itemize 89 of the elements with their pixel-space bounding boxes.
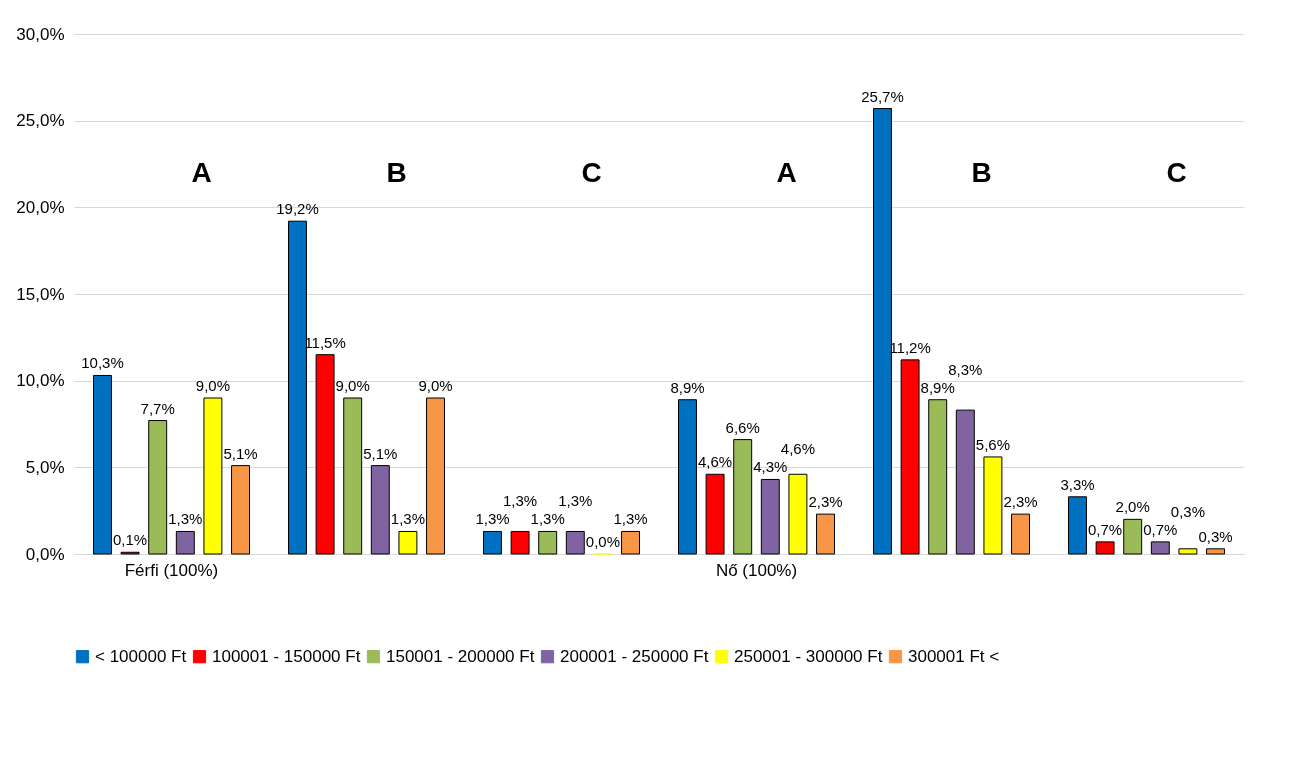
data-label: 4,6% <box>780 440 816 458</box>
data-label: 5,6% <box>975 435 1011 453</box>
data-label: 1,3% <box>502 492 538 510</box>
annotation: A <box>776 157 797 188</box>
legend-label: 150001 - 200000 Ft <box>386 646 535 666</box>
data-label: 5,1% <box>223 444 258 462</box>
data-label: 6,6% <box>725 418 760 436</box>
data-label: 1,3% <box>558 492 593 510</box>
data-label: 4,3% <box>753 458 788 476</box>
bar <box>955 409 975 555</box>
bar <box>1178 548 1198 555</box>
bar <box>900 359 920 555</box>
bar <box>873 108 892 555</box>
annotation: C <box>1166 157 1187 188</box>
data-label: 1,3% <box>613 510 648 528</box>
data-label: 1,3% <box>390 510 426 528</box>
data-label: 10,3% <box>81 354 124 372</box>
data-label: 4,6% <box>697 453 733 471</box>
data-label: 9,0% <box>195 377 231 394</box>
y-tick-label: 20,0% <box>16 197 65 217</box>
bar <box>733 439 753 555</box>
data-label: 2,3% <box>1003 493 1038 511</box>
annotation: B <box>971 157 992 188</box>
bar <box>678 399 697 555</box>
y-tick-label: 15,0% <box>16 284 65 304</box>
data-label: 0,7% <box>1087 520 1123 538</box>
y-tick-label: 5,0% <box>25 457 65 477</box>
bar <box>483 530 502 555</box>
bar <box>93 374 112 555</box>
bar <box>621 530 640 555</box>
legend-label: 250001 - 300000 Ft <box>734 646 883 666</box>
bar <box>203 397 223 555</box>
data-label: 3,3% <box>1060 475 1095 493</box>
bar <box>565 530 585 555</box>
data-label: 9,0% <box>418 377 453 394</box>
annotation: C <box>581 157 602 188</box>
data-label: 19,2% <box>276 200 319 218</box>
data-label: 0,7% <box>1143 520 1178 538</box>
data-label: 0,3% <box>1198 527 1233 545</box>
bar <box>175 530 195 555</box>
x-tick-label: Nő (100%) <box>715 560 798 580</box>
data-label: 9,0% <box>335 377 370 394</box>
y-tick-label: 30,0% <box>16 24 65 44</box>
y-tick-label: 25,0% <box>16 111 65 131</box>
y-tick-label: 10,0% <box>16 371 65 391</box>
bar <box>760 478 780 555</box>
bar <box>148 420 168 555</box>
legend-label: < 100000 Ft <box>95 646 187 666</box>
bar <box>928 399 948 555</box>
bar <box>788 473 808 555</box>
bar <box>538 530 558 555</box>
bar <box>1206 548 1225 555</box>
annotation: A <box>191 157 212 188</box>
bar <box>510 530 530 555</box>
data-label: 1,3% <box>475 510 510 528</box>
bar <box>1095 541 1115 555</box>
bar <box>231 465 250 555</box>
bar <box>1150 541 1170 555</box>
data-label: 1,3% <box>168 510 203 528</box>
legend-label: 100001 - 150000 Ft <box>212 646 361 666</box>
bar <box>370 465 390 555</box>
bar <box>1011 513 1030 555</box>
data-label: 0,0% <box>585 533 621 550</box>
bar <box>343 397 363 555</box>
annotation: B <box>386 157 407 188</box>
bar <box>315 354 335 555</box>
data-label: 0,1% <box>112 531 148 549</box>
y-tick-label: 0,0% <box>25 544 65 564</box>
bar <box>705 473 725 555</box>
bar <box>816 513 835 555</box>
data-label: 1,3% <box>530 510 565 528</box>
bar <box>983 456 1003 555</box>
legend-label: 200001 - 250000 Ft <box>560 646 709 666</box>
data-label: 2,0% <box>1115 498 1150 516</box>
legend-label: 300001 Ft < <box>908 646 1000 666</box>
x-tick-label: Férfi (100%) <box>124 560 219 580</box>
data-label: 2,3% <box>808 493 843 511</box>
data-label: 7,7% <box>140 399 175 417</box>
bar <box>288 220 307 555</box>
bar <box>1123 518 1143 555</box>
data-label: 25,7% <box>861 87 904 105</box>
data-label: 8,9% <box>670 378 705 396</box>
data-label: 0,3% <box>1170 502 1206 520</box>
bar <box>426 397 445 555</box>
bar <box>398 530 418 555</box>
bar <box>1068 496 1087 555</box>
data-label: 8,3% <box>948 360 983 378</box>
data-label: 8,9% <box>920 378 955 396</box>
data-label: 5,1% <box>363 444 398 462</box>
